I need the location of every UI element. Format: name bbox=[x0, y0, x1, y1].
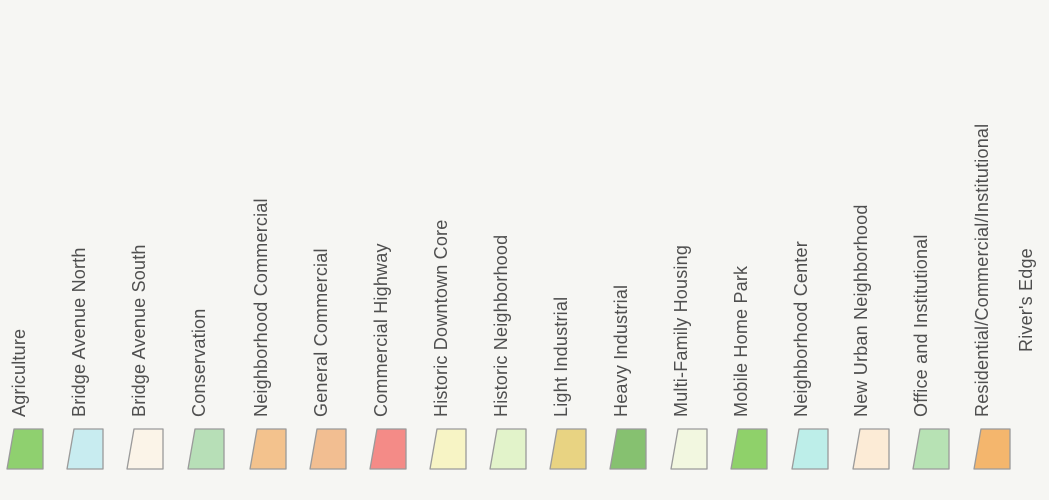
legend-label: Neighborhood Commercial bbox=[251, 198, 271, 417]
neighborhood-commercial-swatch-icon bbox=[246, 425, 290, 473]
legend-item-general-commercial: General Commercial bbox=[303, 0, 363, 500]
legend-label: Office and Institutional bbox=[911, 234, 931, 417]
legend-item-multi-family-housing: Multi-Family Housing bbox=[664, 0, 724, 500]
legend-item-historic-downtown-core: Historic Downtown Core bbox=[423, 0, 483, 500]
legend-item-bridge-avenue-north: Bridge Avenue North bbox=[60, 0, 120, 500]
light-industrial-swatch-icon bbox=[546, 425, 590, 473]
historic-neighborhood-swatch-icon bbox=[486, 425, 530, 473]
legend-label: Historic Neighborhood bbox=[491, 234, 511, 417]
legend-item-conservation: Conservation bbox=[181, 0, 241, 500]
historic-downtown-core-swatch-icon bbox=[426, 425, 470, 473]
legend-label: Commercial Highway bbox=[371, 243, 391, 417]
legend-item-neighborhood-commercial: Neighborhood Commercial bbox=[243, 0, 303, 500]
legend-item-heavy-industrial: Heavy Industrial bbox=[603, 0, 663, 500]
legend-label: Bridge Avenue South bbox=[129, 244, 149, 417]
legend-item-commercial-highway: Commercial Highway bbox=[363, 0, 423, 500]
multi-family-housing-swatch-icon bbox=[667, 425, 711, 473]
general-commercial-swatch-icon bbox=[306, 425, 350, 473]
mobile-home-park-swatch-icon bbox=[727, 425, 771, 473]
office-and-institutional-swatch-icon bbox=[909, 425, 953, 473]
legend-label: Bridge Avenue North bbox=[69, 247, 89, 417]
legend-item-mobile-home-park: Mobile Home Park bbox=[724, 0, 784, 500]
legend-label: Neighborhood Center bbox=[791, 241, 811, 417]
legend-item-historic-neighborhood: Historic Neighborhood bbox=[483, 0, 543, 500]
legend-item-agriculture: Agriculture bbox=[0, 0, 60, 500]
legend-item-residential-commercial-institutional: Residential/Commercial/Institutional bbox=[967, 0, 1027, 500]
legend-item-light-industrial: Light Industrial bbox=[543, 0, 603, 500]
rivers-edge-swatch-icon bbox=[1008, 425, 1049, 473]
legend-label: Multi-Family Housing bbox=[671, 244, 691, 417]
legend-label: Agriculture bbox=[9, 328, 29, 417]
legend-label: Mobile Home Park bbox=[731, 265, 751, 417]
neighborhood-center-swatch-icon bbox=[788, 425, 832, 473]
conservation-swatch-icon bbox=[184, 425, 228, 473]
legend-label: Conservation bbox=[189, 308, 209, 417]
legend-item-rivers-edge: River's Edge bbox=[1005, 0, 1049, 500]
legend-label: River's Edge bbox=[1016, 248, 1036, 352]
legend-label: Residential/Commercial/Institutional bbox=[972, 123, 992, 417]
legend-item-neighborhood-center: Neighborhood Center bbox=[785, 0, 845, 500]
commercial-highway-swatch-icon bbox=[366, 425, 410, 473]
legend-label: General Commercial bbox=[311, 248, 331, 417]
residential-commercial-institutional-swatch-icon bbox=[970, 425, 1014, 473]
legend-label: New Urban Neighborhood bbox=[851, 204, 871, 417]
legend-item-office-and-institutional: Office and Institutional bbox=[906, 0, 966, 500]
new-urban-neighborhood-swatch-icon bbox=[849, 425, 893, 473]
legend-item-new-urban-neighborhood: New Urban Neighborhood bbox=[846, 0, 906, 500]
bridge-avenue-north-swatch-icon bbox=[63, 425, 107, 473]
legend-item-bridge-avenue-south: Bridge Avenue South bbox=[120, 0, 180, 500]
agriculture-swatch-icon bbox=[3, 425, 47, 473]
legend-label: Heavy Industrial bbox=[611, 284, 631, 417]
legend-label: Historic Downtown Core bbox=[431, 219, 451, 417]
bridge-avenue-south-swatch-icon bbox=[123, 425, 167, 473]
legend-label: Light Industrial bbox=[551, 296, 571, 417]
heavy-industrial-swatch-icon bbox=[606, 425, 650, 473]
